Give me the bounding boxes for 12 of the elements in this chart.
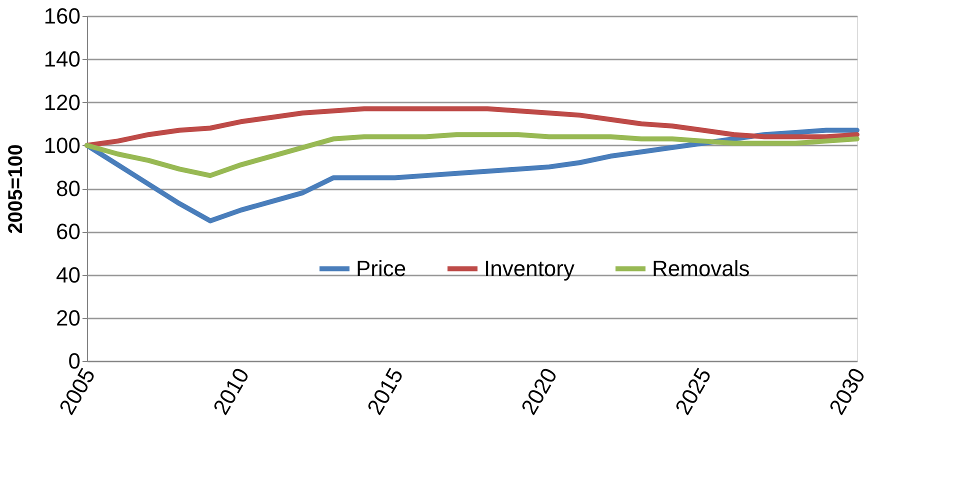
y-tick-label: 80 [56,176,80,201]
y-axis-title: 2005=100 [4,144,27,234]
y-tick-label: 140 [44,46,80,72]
y-tick-label: 40 [56,262,80,288]
y-tick-label: 20 [56,305,80,330]
y-tick-label: 120 [44,90,80,115]
legend-label: Price [356,256,406,281]
y-tick-label: 60 [56,219,80,244]
y-tick-label: 160 [44,4,80,28]
y-tick-label: 100 [44,132,80,158]
legend-label: Removals [652,256,750,281]
legend-label: Inventory [484,256,574,281]
